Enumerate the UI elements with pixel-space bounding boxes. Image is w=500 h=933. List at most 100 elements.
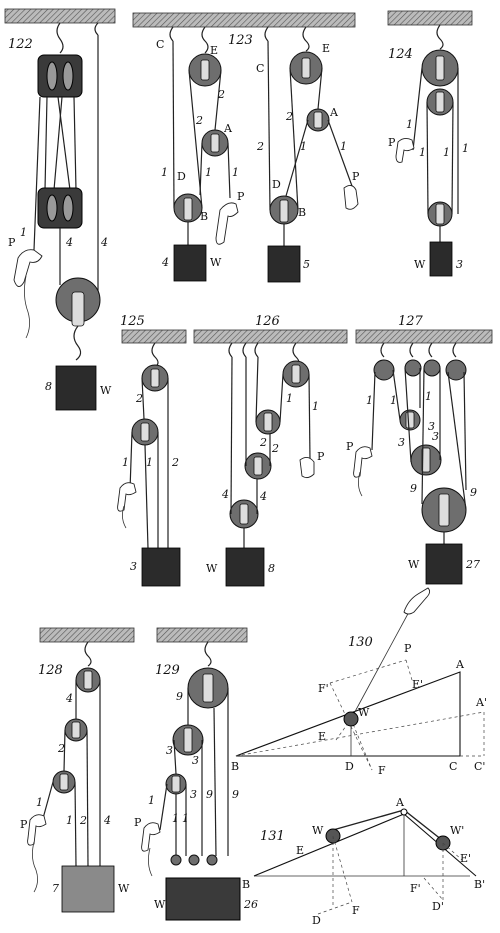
rope-number: 4	[65, 236, 73, 249]
force-line	[335, 718, 352, 741]
hand	[403, 587, 431, 615]
rope-number: 1	[425, 390, 432, 403]
pulley-wheel	[373, 359, 395, 381]
ceiling-beam	[132, 12, 356, 28]
rope	[173, 739, 177, 775]
rope	[172, 40, 175, 209]
point-label: E	[210, 44, 218, 57]
point-label: B	[231, 760, 239, 773]
power-label: P	[8, 236, 16, 249]
hook	[302, 26, 310, 52]
pulley-wheel	[206, 854, 218, 866]
ceiling-beam	[4, 8, 116, 24]
hook	[151, 342, 159, 368]
force-line	[405, 659, 413, 681]
rope	[327, 119, 353, 187]
pulley-hub	[183, 197, 193, 221]
figure-122: 122 8 W P 1 4 4	[4, 8, 116, 411]
rope-number: 1	[205, 166, 212, 179]
power-label: P	[346, 440, 354, 453]
hand	[353, 446, 373, 478]
pulley-hub	[263, 412, 273, 432]
rope	[227, 142, 231, 199]
rope	[214, 69, 222, 131]
pulley-hub	[313, 111, 323, 129]
hand	[27, 814, 47, 846]
rope-end	[358, 471, 363, 497]
weight	[429, 241, 453, 277]
rope-number: 2	[57, 742, 65, 755]
pulley-hub	[435, 203, 445, 225]
pulley-hub	[438, 493, 450, 527]
point-label: C	[449, 760, 457, 773]
rope	[213, 707, 217, 857]
weight-label: W	[118, 882, 130, 895]
power-label: P	[388, 136, 396, 149]
pulley-hub	[253, 456, 263, 476]
weight-value: 27	[465, 558, 480, 571]
weight-value: 8	[268, 562, 275, 575]
force-line	[423, 877, 444, 901]
point-label: F'	[318, 682, 329, 695]
ceiling-beam	[39, 627, 135, 643]
weight-value: 3	[456, 258, 463, 271]
sheave	[62, 61, 74, 91]
weight-value: 7	[52, 882, 59, 895]
figure-number: 126	[255, 314, 280, 329]
weight-label: W	[210, 256, 222, 269]
figure-130: 130 B D C C' A A' E E' F F' P W	[231, 587, 487, 777]
rope-number: 1	[419, 146, 426, 159]
rope-number: 9	[410, 482, 417, 495]
power-label: P	[20, 818, 28, 831]
point-label: E'	[412, 678, 423, 691]
ceiling-beam	[355, 329, 493, 344]
lower-pulley-block	[37, 187, 83, 229]
rope-number: 3	[428, 420, 435, 433]
pulley-hub	[202, 673, 214, 703]
rope-number: 3	[192, 754, 199, 767]
force-line	[350, 718, 373, 771]
rope-number: 4	[100, 236, 108, 249]
rope-number: 1	[172, 812, 179, 825]
rope-number: 1	[122, 456, 129, 469]
hook	[169, 26, 174, 42]
rope	[41, 781, 54, 823]
rope-number: 9	[470, 486, 477, 499]
point-label: A	[395, 796, 405, 809]
rolling-weight	[343, 711, 359, 727]
point-label: E	[322, 42, 330, 55]
hook	[94, 22, 99, 36]
rope-number: 1	[312, 400, 319, 413]
rope	[451, 101, 454, 215]
connecting-cord	[332, 809, 443, 841]
figure-128: 128 7 W P 1 2 4 1 2 4	[20, 627, 135, 913]
rope	[74, 781, 77, 867]
hook	[409, 342, 414, 358]
figure-129: 129 W 26 P 1 3 9 1 3 9 9 3 1	[134, 627, 258, 921]
figure-number: 128	[38, 663, 63, 678]
pulley-wheel	[170, 854, 182, 866]
weight-label: W	[154, 898, 166, 911]
rope	[371, 371, 376, 451]
figure-number: 122	[8, 37, 33, 52]
rope-number: 3	[190, 788, 197, 801]
pulley-hub	[301, 57, 311, 79]
rope-number: 2	[271, 442, 279, 455]
pulley-hub	[421, 447, 431, 473]
rope	[141, 377, 145, 420]
point-label: D	[312, 914, 321, 927]
rope	[412, 67, 423, 151]
hook	[56, 22, 64, 54]
weight	[141, 547, 181, 587]
point-label: D	[177, 170, 186, 183]
pulley-hub	[171, 775, 181, 793]
weight-label: W	[408, 558, 420, 571]
rope	[144, 444, 149, 549]
force-line	[442, 842, 463, 861]
rope-number: 1	[66, 814, 73, 827]
rope	[317, 67, 323, 110]
pulley-hub	[435, 55, 445, 81]
rope-number: 4	[65, 692, 73, 705]
hand	[117, 482, 137, 512]
rope-number: 4	[221, 488, 229, 501]
